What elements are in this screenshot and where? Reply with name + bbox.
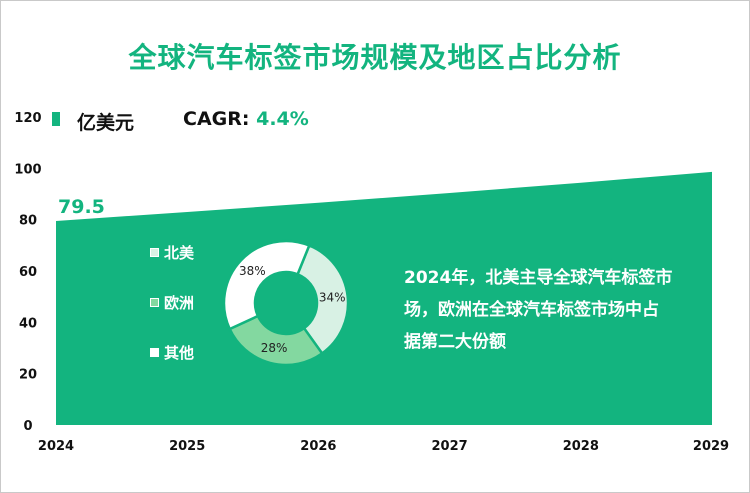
legend-swatch-other <box>150 348 159 357</box>
x-tick-label: 2029 <box>693 439 729 454</box>
x-tick-label: 2028 <box>563 439 599 454</box>
donut-label-other: 38% <box>239 264 266 278</box>
unit-marker <box>52 112 60 126</box>
cagr-value: 4.4% <box>256 108 309 130</box>
annotation-note: 2024年，北美主导全球汽车标签市场，欧洲在全球汽车标签市场中占据第二大份额 <box>404 268 673 352</box>
y-tick-label: 40 <box>19 316 37 331</box>
x-tick-label: 2027 <box>432 439 468 454</box>
donut-label-europe: 28% <box>261 341 288 355</box>
area-series <box>56 171 712 425</box>
cagr-label: CAGR: <box>183 108 250 130</box>
y-tick-label: 0 <box>23 419 32 434</box>
donut-slice-europe <box>228 314 324 367</box>
chart-title: 全球汽车标签市场规模及地区占比分析 <box>128 41 622 74</box>
y-axis-ticks: 0 20 40 60 80 100 120 <box>14 111 41 434</box>
donut-slice-other <box>222 239 311 331</box>
y-tick-label: 20 <box>19 368 37 383</box>
legend-label-europe: 欧洲 <box>164 294 195 312</box>
y-tick-label: 80 <box>19 214 37 229</box>
legend-label-north-america: 北美 <box>164 244 195 262</box>
cagr-text: CAGR: 4.4% <box>183 108 309 130</box>
donut-chart: 34% 28% 38% <box>222 239 350 367</box>
legend-swatch-europe <box>150 298 159 307</box>
legend-swatch-north-america <box>150 248 159 257</box>
legend-item-europe: 欧洲 <box>150 292 194 313</box>
x-axis-ticks: 2024 2025 2026 2027 2028 2029 <box>38 439 729 454</box>
unit-label: 亿美元 <box>77 112 135 134</box>
x-tick-label: 2024 <box>38 439 74 454</box>
data-label-2024: 79.5 <box>58 196 105 218</box>
x-tick-label: 2026 <box>300 439 336 454</box>
y-tick-label: 60 <box>19 265 37 280</box>
y-tick-label: 120 <box>14 111 41 126</box>
legend-label-other: 其他 <box>164 344 195 362</box>
legend-item-north-america: 北美 <box>150 242 194 263</box>
y-tick-label: 100 <box>14 162 41 177</box>
legend-item-other: 其他 <box>150 342 194 363</box>
donut-slice-north-america <box>295 243 350 356</box>
x-tick-label: 2025 <box>169 439 205 454</box>
donut-label-north-america: 34% <box>319 290 346 304</box>
